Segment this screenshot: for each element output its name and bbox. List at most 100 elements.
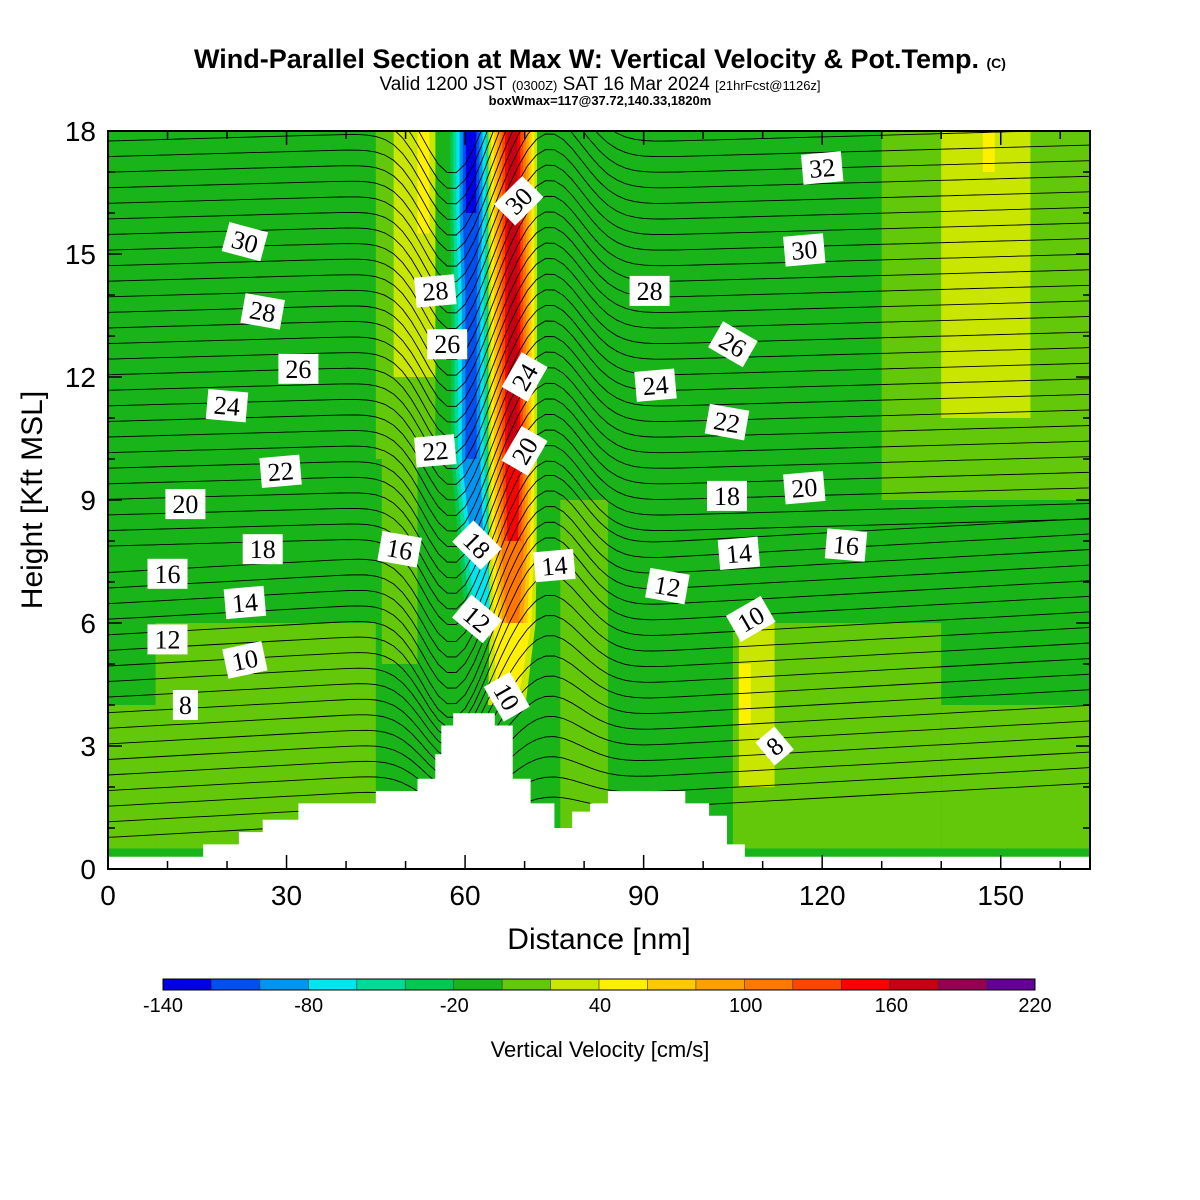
colorbar-swatch bbox=[550, 979, 600, 990]
w-field-region bbox=[941, 705, 1090, 849]
theta-label-text: 22 bbox=[266, 456, 294, 487]
theta-label: 24 bbox=[634, 368, 677, 402]
axis-tick-labels: 0 30 60 90 120 150 0 3 6 9 12 15 18 bbox=[65, 116, 1024, 911]
theta-label-box bbox=[278, 353, 319, 384]
theta-label-box bbox=[704, 403, 750, 441]
theta-label-box bbox=[755, 726, 794, 766]
theta-contour-labels: 8101214161820222426283016222628302420181… bbox=[147, 151, 868, 766]
theta-label: 14 bbox=[717, 536, 761, 570]
colorbar-swatch bbox=[986, 979, 1036, 990]
terrain-mask bbox=[108, 713, 1090, 869]
colorbar-label: 40 bbox=[589, 995, 611, 1017]
theta-label-box bbox=[501, 352, 548, 402]
colorbar-labels: -140 -80 -20 40 100 160 220 bbox=[143, 995, 1052, 1017]
colorbar-label: -140 bbox=[143, 995, 183, 1017]
theta-contour-line bbox=[108, 413, 1090, 579]
theta-label: 32 bbox=[800, 151, 844, 185]
theta-label-box bbox=[147, 624, 188, 655]
theta-label: 16 bbox=[147, 558, 188, 589]
colorbar-swatch bbox=[744, 979, 794, 990]
theta-label-box bbox=[533, 548, 576, 583]
colorbar-swatch bbox=[841, 979, 891, 990]
x-tick-label: 30 bbox=[271, 880, 302, 911]
theta-label-text: 10 bbox=[229, 644, 260, 678]
colorbar-label: 100 bbox=[729, 995, 762, 1017]
theta-label-text: 14 bbox=[540, 551, 568, 582]
theta-label-text: 28 bbox=[247, 295, 278, 328]
theta-label-text: 22 bbox=[421, 436, 449, 467]
theta-label-box bbox=[165, 489, 206, 520]
colorbar-label: -80 bbox=[294, 995, 323, 1017]
theta-contour-line bbox=[108, 554, 1090, 718]
downdraft-band bbox=[465, 131, 477, 213]
theta-label-box bbox=[707, 480, 747, 511]
theta-label: 16 bbox=[377, 530, 422, 568]
theta-label: 24 bbox=[205, 389, 249, 423]
theta-label-box bbox=[414, 274, 457, 308]
theta-label-box bbox=[725, 595, 776, 642]
theta-label-text: 16 bbox=[384, 533, 415, 566]
theta-contour-line bbox=[108, 131, 1090, 283]
y-tick-label: 15 bbox=[65, 239, 96, 270]
y-tick-label: 0 bbox=[80, 854, 96, 885]
colorbar-title: Vertical Velocity [cm/s] bbox=[491, 1037, 710, 1062]
w-field-region bbox=[982, 131, 995, 172]
theta-label: 14 bbox=[223, 585, 267, 620]
theta-label-box bbox=[493, 175, 544, 226]
colorbar-swatch bbox=[599, 979, 648, 990]
title-copyright: (C) bbox=[986, 55, 1006, 71]
theta-label-box bbox=[708, 321, 758, 368]
theta-label-text: 28 bbox=[637, 277, 663, 306]
theta-contour-line bbox=[108, 258, 1090, 423]
theta-label-text: 14 bbox=[231, 587, 259, 618]
vertical-velocity-field bbox=[108, 131, 1090, 869]
colorbar-swatch bbox=[647, 979, 697, 990]
chart-subtitle: Valid 1200 JST (0300Z) SAT 16 Mar 2024 [… bbox=[0, 74, 1200, 96]
x-axis-title: Distance [nm] bbox=[507, 923, 690, 956]
theta-label-text: 26 bbox=[285, 355, 311, 384]
theta-label-box bbox=[147, 558, 188, 589]
colorbar-swatch bbox=[938, 979, 988, 990]
theta-label-text: 22 bbox=[712, 406, 743, 439]
theta-contour-line bbox=[108, 195, 1090, 361]
w-field-region bbox=[417, 131, 430, 234]
colorbar-swatch bbox=[405, 979, 455, 990]
theta-label: 22 bbox=[259, 454, 302, 488]
x-tick-label: 60 bbox=[449, 880, 480, 911]
theta-label-box bbox=[452, 594, 502, 644]
theta-label-box bbox=[221, 222, 269, 262]
colorbar-label: 220 bbox=[1018, 995, 1051, 1017]
theta-label: 28 bbox=[414, 274, 457, 308]
theta-label: 28 bbox=[629, 275, 670, 306]
theta-label-box bbox=[222, 641, 268, 679]
colorbar-swatch bbox=[211, 979, 261, 990]
theta-label: 30 bbox=[783, 233, 826, 267]
theta-contour-line bbox=[108, 506, 1090, 673]
theta-label-box bbox=[240, 293, 286, 330]
theta-contour-line bbox=[108, 211, 1090, 376]
theta-label: 22 bbox=[704, 403, 750, 441]
colorbar-swatch bbox=[502, 979, 552, 990]
theta-label-text: 18 bbox=[714, 482, 740, 511]
x-tick-label: 120 bbox=[799, 880, 846, 911]
valid-utc: (0300Z) bbox=[511, 78, 558, 93]
theta-label-box bbox=[427, 329, 468, 360]
theta-label: 16 bbox=[824, 528, 868, 562]
theta-label-box bbox=[783, 233, 826, 267]
x-tick-label: 150 bbox=[977, 880, 1024, 911]
y-tick-label: 9 bbox=[80, 485, 96, 516]
theta-label-text: 14 bbox=[725, 538, 753, 569]
theta-label: 12 bbox=[645, 567, 690, 605]
colorbar-swatch bbox=[695, 979, 745, 990]
theta-label-box bbox=[205, 389, 249, 423]
theta-contour-line bbox=[108, 594, 1090, 738]
theta-contour-line bbox=[108, 351, 1090, 516]
theta-contour-line bbox=[108, 751, 1090, 819]
colorbar-swatch bbox=[163, 979, 212, 990]
theta-label-box bbox=[377, 530, 422, 568]
theta-contour-line bbox=[108, 429, 1090, 594]
theta-contour-line bbox=[108, 180, 1090, 345]
theta-contour-line bbox=[108, 767, 1090, 829]
theta-contour-line bbox=[108, 304, 1090, 470]
